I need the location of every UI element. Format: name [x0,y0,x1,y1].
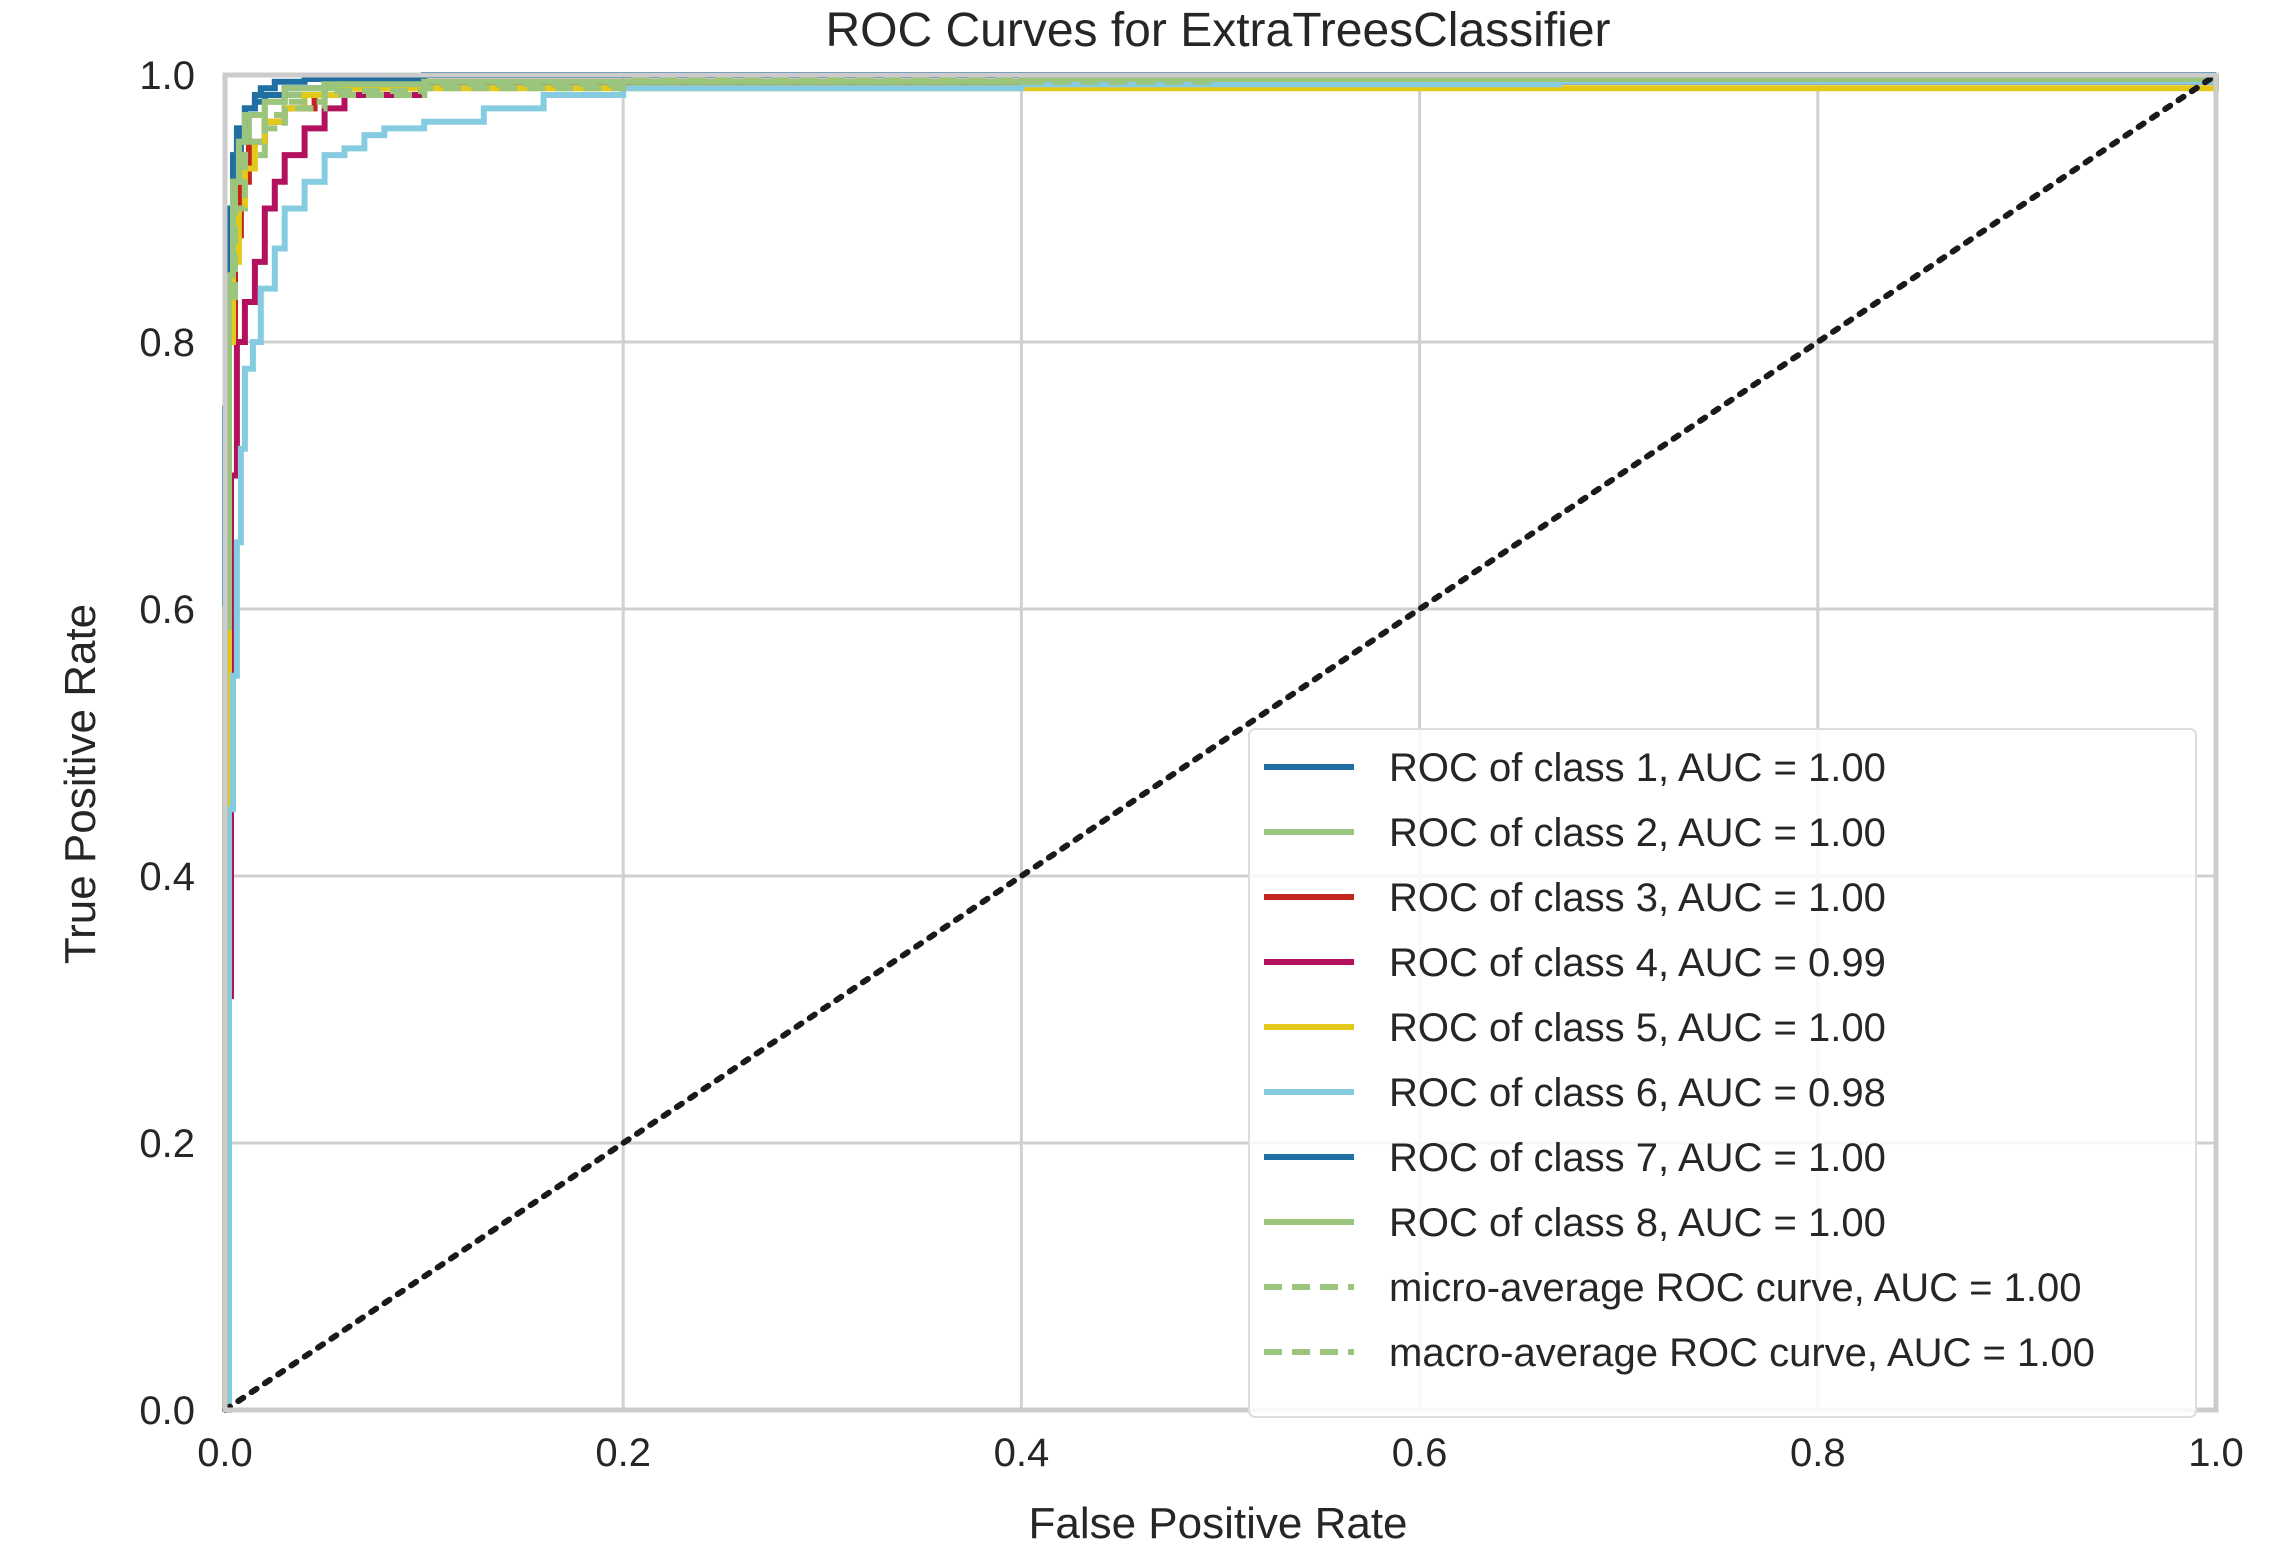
legend-label-6: ROC of class 6, AUC = 0.98 [1389,1071,1886,1115]
legend-label-10: macro-average ROC curve, AUC = 1.00 [1389,1331,2095,1375]
legend-label-1: ROC of class 1, AUC = 1.00 [1389,746,1886,790]
legend-label-9: micro-average ROC curve, AUC = 1.00 [1389,1266,2081,1310]
y-tick-label: 0.8 [139,321,195,365]
chart-title: ROC Curves for ExtraTreesClassifier [825,4,1610,57]
x-tick-label: 0.6 [1392,1431,1448,1475]
x-tick-label: 1.0 [2188,1431,2244,1475]
y-tick-label: 0.6 [139,588,195,632]
legend-box [1248,728,2197,1418]
x-tick-label: 0.4 [994,1431,1050,1475]
x-tick-label: 0.0 [197,1431,253,1475]
legend-label-7: ROC of class 7, AUC = 1.00 [1389,1136,1886,1180]
x-tick-label: 0.2 [595,1431,651,1475]
legend-label-3: ROC of class 3, AUC = 1.00 [1389,876,1886,920]
legend-label-2: ROC of class 2, AUC = 1.00 [1389,811,1886,855]
y-tick-label: 0.4 [139,855,195,899]
y-tick-label: 0.2 [139,1122,195,1166]
x-tick-label: 0.8 [1790,1431,1846,1475]
grid-lines [223,73,2218,1412]
tick-labels: 0.0 0.2 0.4 0.6 0.8 1.0 0.0 0.2 0.4 0.6 0.8 1.0 [139,54,2243,1475]
series-line-6 [225,75,2219,1413]
series-line-10 [222,74,2219,1410]
legend: ROC of class 1, AUC = 1.00 ROC of class 2… [1248,728,2197,1418]
chance-line [222,72,2219,1413]
legend-label-8: ROC of class 8, AUC = 1.00 [1389,1201,1886,1245]
y-axis-label: True Positive Rate [56,604,105,964]
plot-frame [222,72,2219,1413]
x-axis-label: False Positive Rate [1028,1499,1407,1548]
y-tick-label: 0.0 [139,1389,195,1433]
legend-label-5: ROC of class 5, AUC = 1.00 [1389,1006,1886,1050]
legend-label-4: ROC of class 4, AUC = 0.99 [1389,941,1886,985]
y-tick-label: 1.0 [139,54,195,98]
series-lines [222,72,2219,1413]
